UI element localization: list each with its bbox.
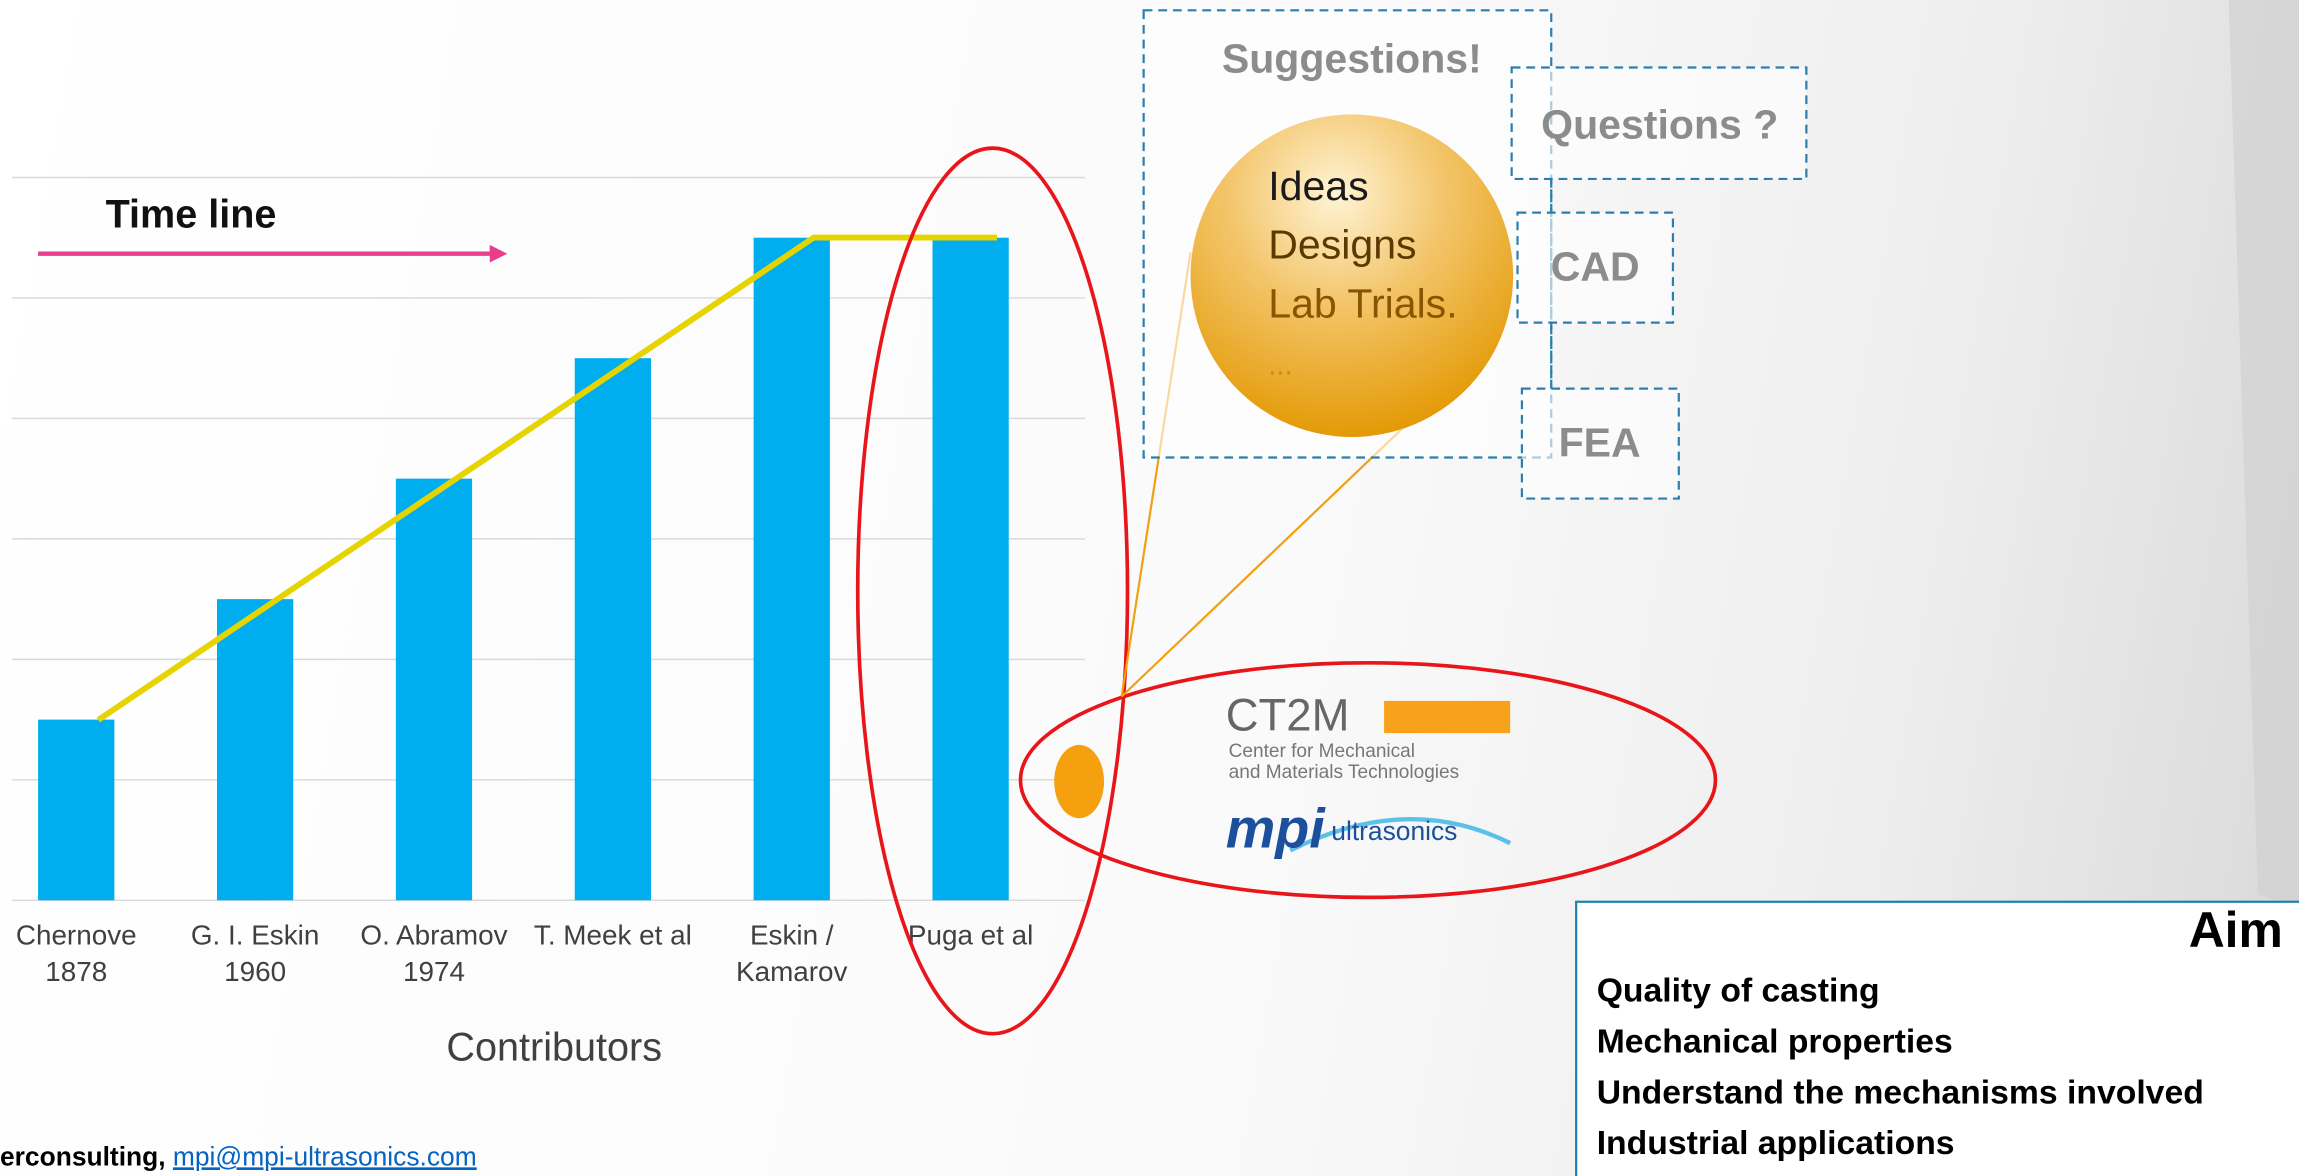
fea-box [1520,387,1680,500]
bar [574,358,651,901]
bullet [1054,744,1105,819]
questions: Questions ? [1541,101,1778,147]
bubble-item: ... [1268,348,1292,381]
decoration [2228,0,2299,910]
highlight-ellipse [1018,660,1718,900]
bar [38,719,115,901]
aim-item: Industrial applications [1597,1124,1955,1162]
x-axis-label: Contributors [446,1025,662,1069]
x-tick-label-box: O. Abramov 1974 [360,920,508,989]
logo-text: Center for Mechanical [1229,741,1415,762]
bar [395,478,473,901]
bar [753,237,830,901]
timeline-arrow-head [489,244,508,263]
bubble-item: Designs [1268,222,1416,268]
x-tick-label-box: Chernove 1878 [15,920,137,989]
ideas-bubble [1190,114,1514,437]
aim-list: Quality of casting Mechanical properties U… [1597,972,2204,1163]
aim-item: Understand the mechanisms involved [1597,1073,2204,1111]
logo-ct2m: CT2M [1226,689,1350,740]
aim-title: Aim [2189,902,2283,958]
x-tick-label-box: T. Meek et al [533,920,692,952]
x-tick-label: O. Abramov 1974 [360,920,508,989]
suggestions: Suggestions! [1222,35,1482,81]
x-tick-label-box: G. I. Eskin 1960 [190,920,320,989]
x-tick-label: Puga et al [907,920,1034,952]
footer-text: erconsulting, [0,1141,173,1171]
footer: erconsulting, mpi@mpi-ultrasonics.com [0,1141,477,1171]
x-tick-label-box: Puga et al [907,920,1034,952]
bar [932,237,1009,901]
bar-chart: Chernove 1878 G. I. Eskin 1960 O. Abramov … [11,176,1085,1069]
highlight-ellipse [855,146,1130,1036]
cad-box [1516,211,1675,324]
x-tick-label: T. Meek et al [533,920,692,952]
questions-box [1510,66,1808,181]
aim-box [1575,900,2299,1176]
aim-item: Mechanical properties [1597,1022,1953,1060]
cad: CAD [1551,244,1640,290]
x-tick-label-box: Eskin / Kamarov [736,920,848,989]
logo-text: and Materials Technologies [1229,762,1459,783]
logo-swoosh [1289,817,1512,853]
x-tick-label: Eskin / Kamarov [736,920,848,989]
bubble-item: Lab Trials. [1268,280,1457,326]
aim-item: Quality of casting [1597,972,1880,1010]
footer-link[interactable]: mpi@mpi-ultrasonics.com [173,1141,477,1171]
trend-line [96,234,998,723]
x-tick-label: G. I. Eskin 1960 [190,920,320,989]
x-tick-label: Chernove 1878 [15,920,137,989]
bar [216,599,294,901]
logo-bar [1384,700,1511,734]
fea: FEA [1559,420,1641,466]
timeline-label: Time line [106,193,277,237]
logo-mpi: mpi [1226,798,1327,860]
bubble-item: Ideas [1268,163,1368,209]
logo-ultrasonics: ultrasonics [1331,816,1457,846]
